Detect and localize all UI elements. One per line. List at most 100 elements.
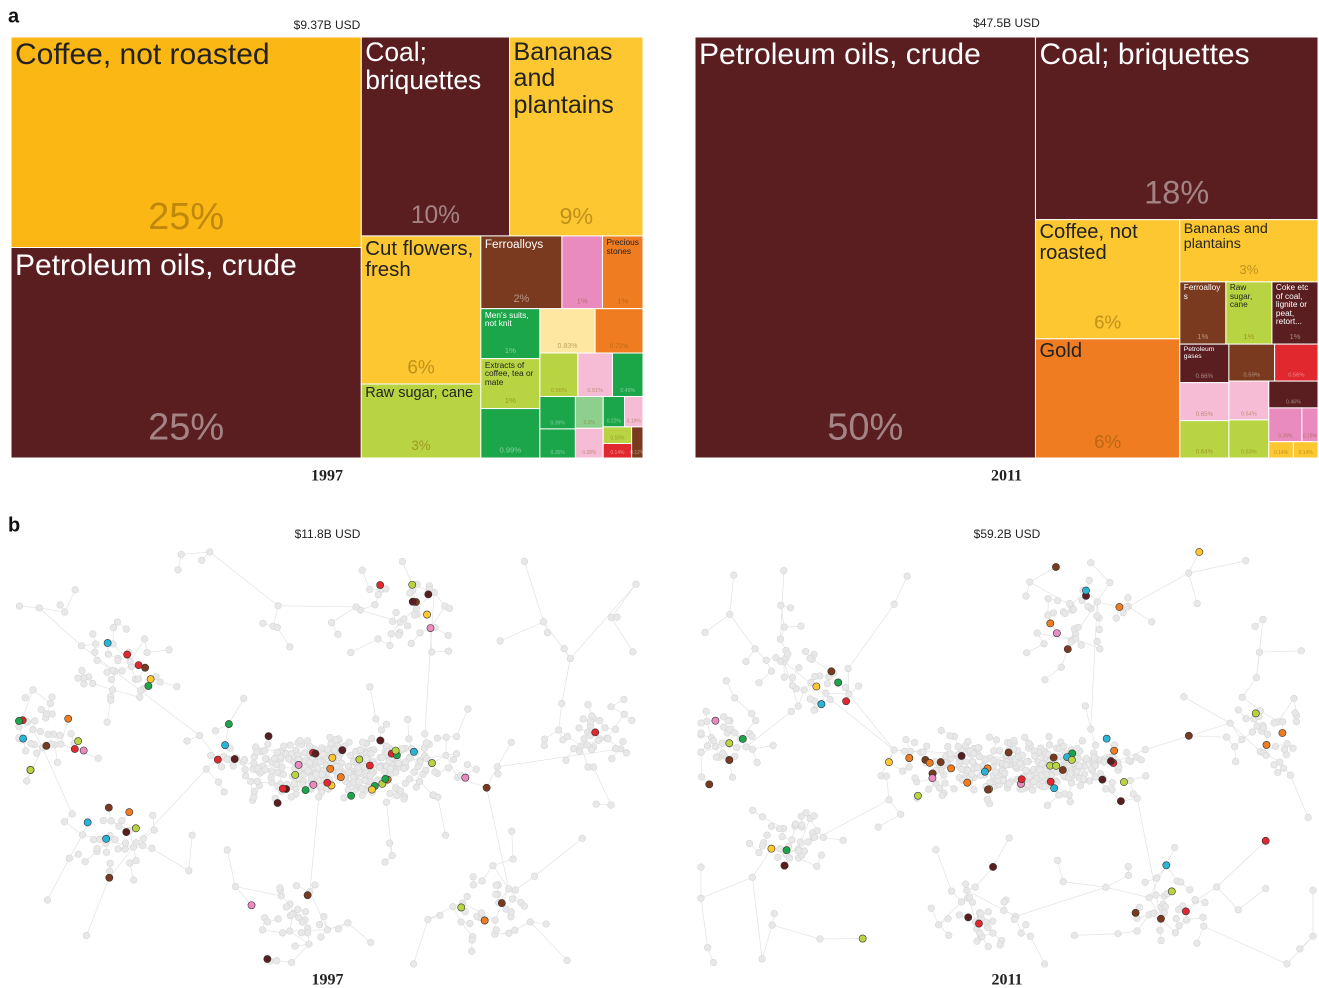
node bbox=[1078, 737, 1087, 745]
product-node bbox=[70, 745, 79, 753]
edge bbox=[558, 703, 563, 731]
tile-label: Cut flowers, fresh bbox=[365, 237, 474, 281]
node bbox=[813, 862, 821, 870]
product-node bbox=[1050, 784, 1059, 793]
product-node bbox=[705, 780, 714, 789]
node bbox=[405, 775, 414, 783]
node bbox=[946, 750, 954, 758]
node bbox=[297, 929, 305, 937]
node bbox=[1126, 776, 1134, 785]
node bbox=[1279, 764, 1288, 772]
node bbox=[362, 754, 370, 762]
node bbox=[403, 622, 412, 630]
product-node bbox=[767, 844, 776, 853]
node bbox=[397, 787, 405, 795]
node bbox=[841, 683, 850, 692]
product-node bbox=[482, 783, 491, 792]
node bbox=[367, 938, 375, 947]
node bbox=[758, 955, 766, 963]
edge bbox=[1188, 573, 1198, 604]
node bbox=[619, 737, 627, 746]
node bbox=[788, 681, 797, 689]
node bbox=[121, 845, 129, 853]
node bbox=[424, 915, 432, 924]
node bbox=[769, 741, 777, 749]
node bbox=[274, 602, 282, 610]
product-node bbox=[141, 663, 150, 672]
node bbox=[964, 737, 972, 746]
tile bbox=[1034, 36, 1319, 221]
node bbox=[975, 753, 984, 761]
tile-value-label: 0.53% bbox=[1241, 450, 1257, 456]
edge bbox=[938, 901, 962, 926]
node bbox=[1018, 751, 1026, 759]
edge bbox=[611, 584, 637, 618]
node bbox=[121, 839, 130, 847]
node bbox=[601, 724, 609, 732]
node bbox=[401, 779, 409, 787]
node bbox=[53, 758, 62, 766]
edge bbox=[347, 922, 371, 943]
product-node bbox=[347, 791, 356, 800]
year-label: 1997 bbox=[311, 468, 343, 485]
node bbox=[927, 904, 935, 912]
product-node bbox=[782, 846, 791, 855]
node bbox=[777, 601, 785, 609]
node bbox=[173, 682, 181, 691]
tile-value-label: 0.45% bbox=[620, 388, 635, 394]
edge bbox=[515, 875, 535, 891]
product-node bbox=[424, 590, 433, 599]
node bbox=[902, 735, 910, 744]
node bbox=[1141, 746, 1149, 754]
tile-value-label: 0.14% bbox=[1274, 450, 1289, 456]
tile-value-label: 0.19% bbox=[627, 419, 642, 425]
node bbox=[806, 654, 814, 663]
edge bbox=[331, 606, 357, 623]
node bbox=[1270, 761, 1278, 769]
node bbox=[381, 858, 389, 866]
node bbox=[290, 780, 299, 788]
product-node bbox=[263, 955, 272, 963]
node bbox=[731, 694, 739, 702]
node bbox=[1022, 592, 1030, 600]
tile-value-label: 1% bbox=[1243, 332, 1254, 341]
node bbox=[247, 777, 255, 786]
product-node bbox=[122, 828, 131, 836]
node bbox=[449, 755, 457, 764]
edge bbox=[42, 747, 73, 815]
product-node bbox=[303, 891, 312, 900]
edge bbox=[64, 589, 76, 613]
node bbox=[1226, 719, 1234, 727]
node bbox=[719, 749, 727, 757]
node bbox=[107, 817, 115, 825]
edge bbox=[38, 607, 82, 647]
tile-label-box: Coal; briquettes bbox=[365, 39, 481, 94]
node bbox=[231, 882, 239, 891]
edge bbox=[745, 711, 792, 748]
edge bbox=[780, 605, 785, 628]
node bbox=[340, 794, 348, 802]
node bbox=[772, 653, 780, 662]
node bbox=[106, 859, 114, 867]
product-node bbox=[497, 899, 506, 907]
product-node bbox=[376, 736, 385, 745]
node bbox=[1005, 780, 1013, 788]
node bbox=[885, 796, 893, 804]
node bbox=[334, 925, 343, 933]
tile-value-label: 2% bbox=[513, 293, 529, 305]
nodes bbox=[697, 548, 1317, 968]
tile-label: Bananas and plantains bbox=[1183, 221, 1268, 252]
node bbox=[776, 845, 784, 853]
tile-label-box: Men's suits, not knit bbox=[485, 311, 529, 328]
product-node bbox=[338, 746, 347, 755]
node bbox=[751, 645, 759, 653]
tile-value-label: 1% bbox=[1289, 332, 1300, 341]
node bbox=[1084, 602, 1092, 611]
node bbox=[589, 763, 598, 771]
node bbox=[43, 896, 52, 904]
product-node bbox=[1102, 734, 1111, 743]
node bbox=[250, 787, 258, 796]
node bbox=[279, 929, 287, 937]
node bbox=[449, 903, 457, 911]
node bbox=[697, 748, 705, 756]
